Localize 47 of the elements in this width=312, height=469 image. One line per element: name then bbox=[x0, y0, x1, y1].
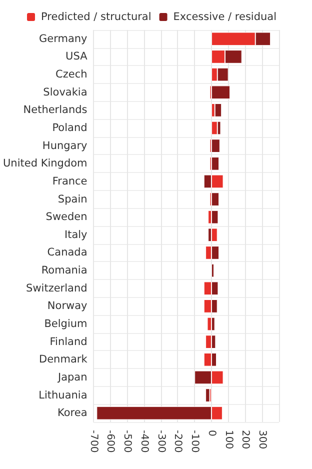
x-tick-label: -200 bbox=[172, 430, 184, 453]
y-tick-label: United Kingdom bbox=[2, 158, 88, 170]
y-tick-label: Lithuania bbox=[38, 389, 88, 402]
y-tick-label: Spain bbox=[58, 193, 88, 206]
y-tick-label: Norway bbox=[47, 300, 88, 312]
x-tick-label: -500 bbox=[122, 430, 133, 453]
x-tick-label: -300 bbox=[155, 430, 166, 453]
bar bbox=[211, 86, 230, 100]
y-tick-label: Romania bbox=[41, 264, 88, 277]
y-tick-label: Finland bbox=[50, 336, 88, 348]
y-tick-label: Poland bbox=[52, 122, 88, 134]
bar bbox=[211, 228, 218, 242]
legend-label: Predicted / structural bbox=[41, 11, 152, 23]
bar bbox=[211, 210, 218, 224]
bar bbox=[206, 388, 210, 402]
x-tick-label: 300 bbox=[256, 430, 268, 450]
x-tick-label: -700 bbox=[88, 430, 99, 453]
bar bbox=[211, 317, 215, 331]
x-tick-label: -600 bbox=[104, 430, 116, 453]
x-tick-label: 0 bbox=[206, 430, 217, 436]
x-tick-label: 100 bbox=[222, 430, 234, 450]
y-tick-label: USA bbox=[66, 50, 88, 63]
y-tick-label: Germany bbox=[39, 32, 88, 45]
x-tick-label: 200 bbox=[240, 430, 251, 450]
x-tick-label: -400 bbox=[138, 430, 150, 453]
y-tick-label: Hungary bbox=[42, 140, 88, 152]
y-tick-label: Switzerland bbox=[26, 282, 88, 294]
bar bbox=[214, 104, 222, 117]
y-tick-label: Denmark bbox=[39, 354, 88, 366]
bar bbox=[211, 139, 220, 152]
bar bbox=[207, 317, 212, 331]
y-tick-label: France bbox=[52, 175, 88, 188]
bar bbox=[211, 264, 214, 278]
y-tick-label: Italy bbox=[64, 228, 88, 241]
y-tick-label: Slovakia bbox=[43, 86, 88, 98]
y-tick-label: Netherlands bbox=[23, 104, 88, 116]
y-tick-label: Japan bbox=[56, 371, 88, 384]
y-tick-label: Sweden bbox=[46, 211, 88, 224]
y-tick-label: Korea bbox=[57, 407, 88, 420]
y-tick-label: Canada bbox=[47, 246, 88, 259]
legend-label: Excessive / residual bbox=[173, 11, 277, 23]
y-tick-label: Belgium bbox=[44, 318, 88, 330]
bar bbox=[211, 121, 218, 135]
x-tick-label: -100 bbox=[189, 430, 200, 453]
y-tick-label: Czech bbox=[56, 68, 88, 81]
bar bbox=[211, 192, 220, 206]
bar bbox=[211, 156, 220, 170]
